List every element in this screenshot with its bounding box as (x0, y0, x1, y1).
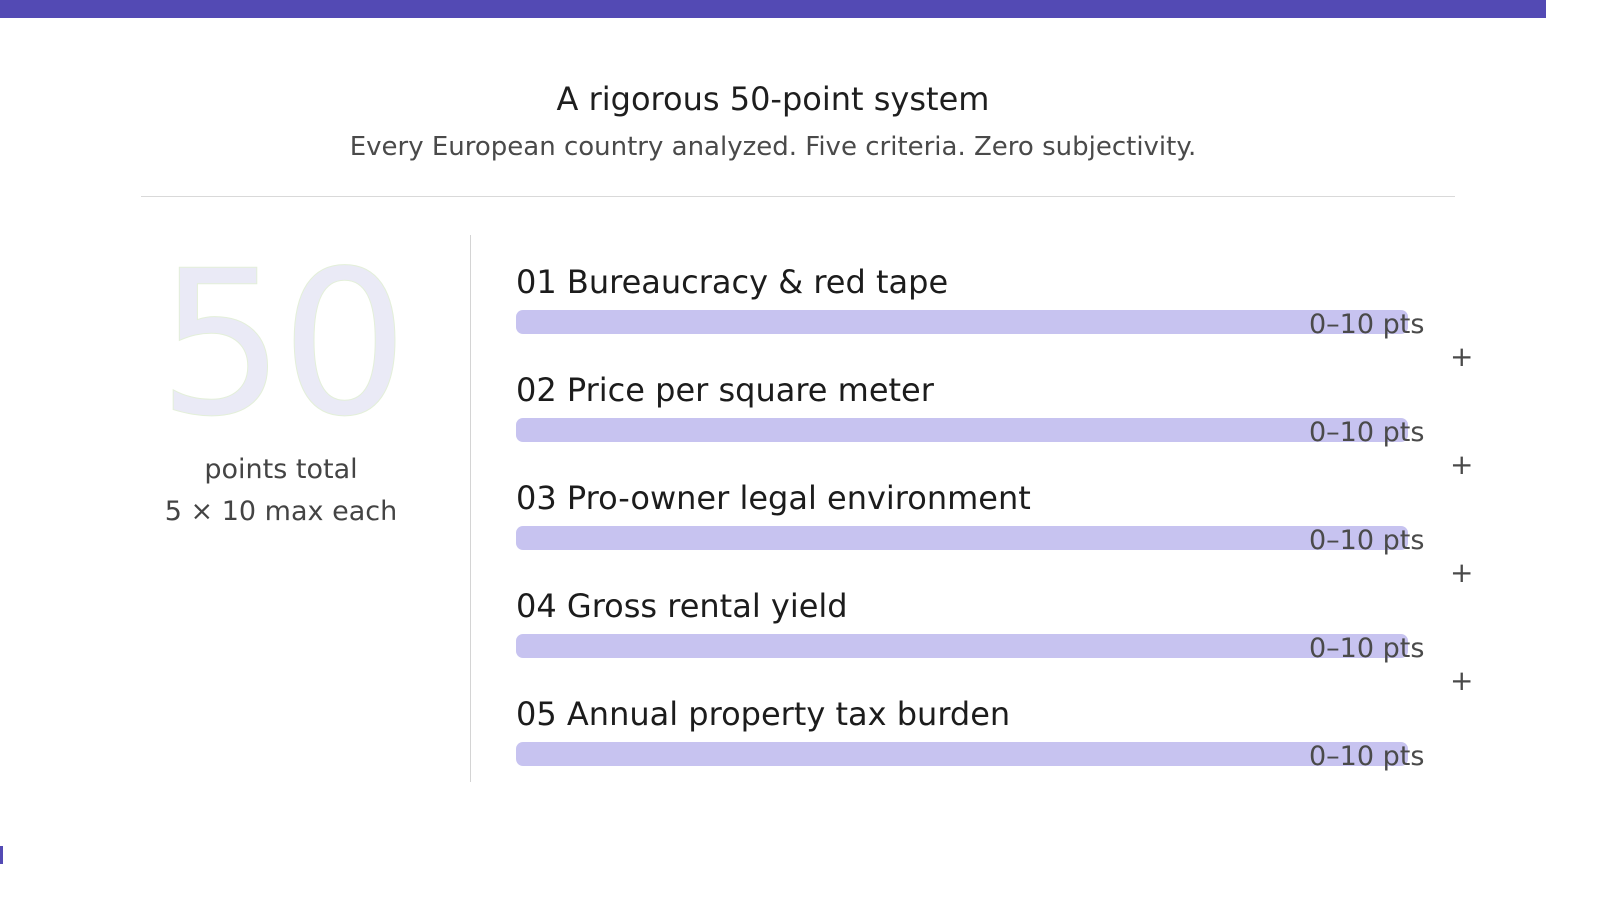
plus-icon: + (1450, 556, 1474, 589)
criterion-points: 0–10 pts (1309, 417, 1425, 448)
plus-icon: + (1450, 340, 1474, 373)
criterion-bar (516, 310, 1408, 334)
criterion-item: 02 Price per square meter 0–10 pts + (516, 370, 1476, 481)
criterion-item: 03 Pro-owner legal environment 0–10 pts … (516, 478, 1476, 589)
plus-icon: + (1450, 664, 1474, 697)
criterion-bar (516, 526, 1408, 550)
criterion-title: 02 Price per square meter (516, 371, 934, 409)
total-points-number: 50 (157, 228, 409, 461)
page-subtitle: Every European country analyzed. Five cr… (349, 132, 1197, 162)
criterion-item: 04 Gross rental yield 0–10 pts + (516, 586, 1476, 697)
total-points-breakdown: 5 × 10 max each (164, 496, 398, 527)
criterion-title: 03 Pro-owner legal environment (516, 479, 1031, 517)
criterion-points: 0–10 pts (1309, 309, 1425, 340)
header-divider (141, 196, 1455, 197)
criterion-item: 01 Bureaucracy & red tape 0–10 pts + (516, 262, 1476, 373)
vertical-divider (470, 235, 471, 782)
criterion-item: 05 Annual property tax burden 0–10 pts (516, 694, 1476, 802)
top-accent-bar (0, 0, 1546, 18)
criterion-title: 04 Gross rental yield (516, 587, 848, 625)
total-points-panel: 50 points total 5 × 10 max each (141, 228, 421, 529)
criterion-points: 0–10 pts (1309, 741, 1425, 772)
criterion-bar (516, 742, 1408, 766)
criterion-points: 0–10 pts (1309, 633, 1425, 664)
total-points-label: points total (204, 454, 358, 485)
criterion-points: 0–10 pts (1309, 525, 1425, 556)
left-accent-marker (0, 846, 3, 864)
criterion-bar (516, 634, 1408, 658)
plus-icon: + (1450, 448, 1474, 481)
criteria-list: 01 Bureaucracy & red tape 0–10 pts + 02 … (516, 262, 1476, 802)
criterion-title: 01 Bureaucracy & red tape (516, 263, 949, 301)
page-title: A rigorous 50-point system (556, 80, 990, 118)
slide-header: A rigorous 50-point system Every Europea… (0, 78, 1546, 164)
criterion-bar (516, 418, 1408, 442)
criterion-title: 05 Annual property tax burden (516, 695, 1011, 733)
